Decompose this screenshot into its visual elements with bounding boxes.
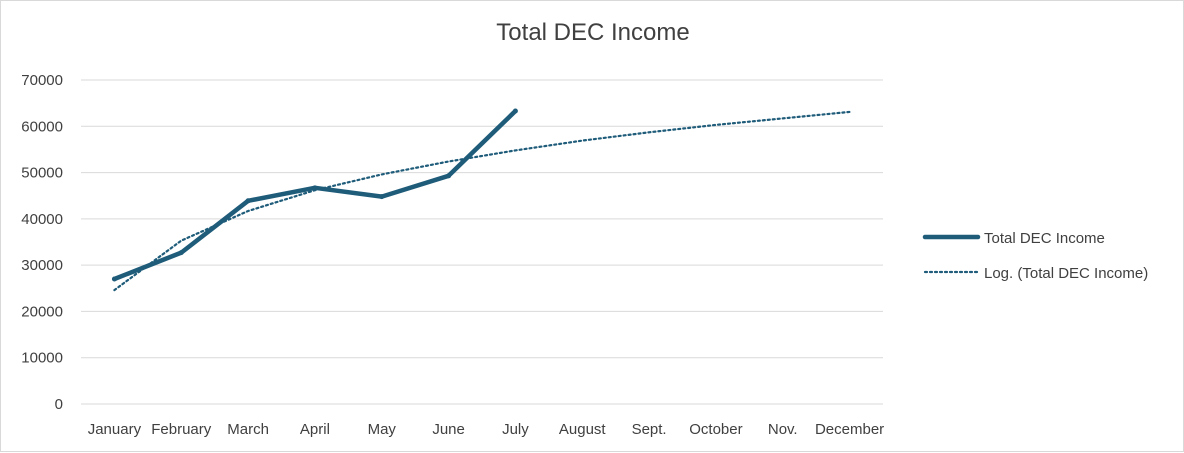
x-tick-label: February: [151, 421, 212, 438]
x-tick-label: January: [88, 421, 142, 438]
income-data-point: [178, 250, 184, 256]
y-tick-label: 10000: [21, 350, 63, 367]
x-tick-label: July: [502, 421, 529, 438]
x-tick-label: August: [559, 421, 607, 438]
chart-title: Total DEC Income: [496, 19, 690, 46]
y-tick-label: 0: [55, 396, 63, 413]
income-data-point: [512, 108, 518, 114]
income-line-series: [112, 108, 518, 282]
x-tick-label: October: [689, 421, 742, 438]
y-tick-label: 20000: [21, 303, 63, 320]
x-tick-label: Nov.: [768, 421, 798, 438]
income-data-point: [245, 198, 251, 204]
y-tick-label: 50000: [21, 165, 63, 182]
legend-label-income: Total DEC Income: [984, 230, 1105, 247]
y-tick-label: 60000: [21, 118, 63, 135]
x-tick-label: March: [227, 421, 269, 438]
income-data-point: [111, 276, 117, 282]
income-data-point: [312, 185, 318, 191]
x-tick-label: April: [300, 421, 330, 438]
y-tick-label: 30000: [21, 257, 63, 274]
x-tick-label: June: [432, 421, 465, 438]
income-data-point: [446, 173, 452, 179]
x-tick-label: December: [815, 421, 884, 438]
legend-label-trend: Log. (Total DEC Income): [984, 265, 1148, 282]
y-tick-label: 40000: [21, 211, 63, 228]
trendline-series: [113, 110, 851, 292]
x-tick-label: May: [368, 421, 397, 438]
y-tick-label: 70000: [21, 72, 63, 89]
income-data-point: [379, 194, 385, 200]
x-tick-label: Sept.: [632, 421, 667, 438]
